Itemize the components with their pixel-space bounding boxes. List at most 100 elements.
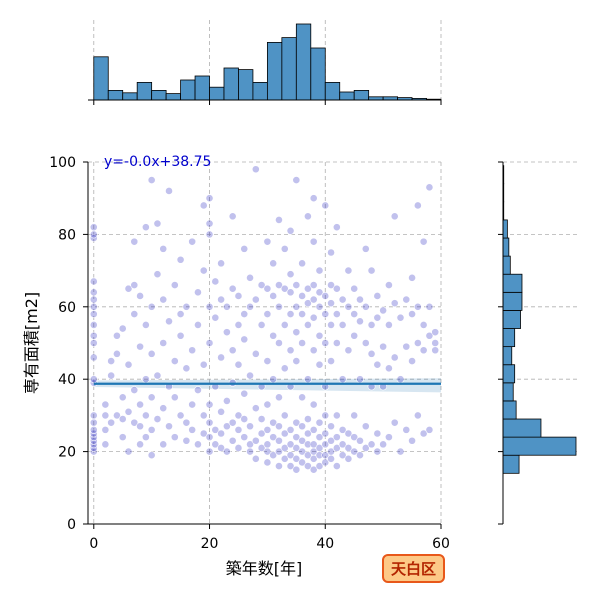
scatter-point — [269, 451, 278, 460]
scatter-point — [101, 440, 110, 449]
scatter-point — [165, 187, 173, 195]
scatter-point — [269, 375, 278, 384]
scatter-point — [182, 302, 191, 311]
scatter-point — [309, 237, 318, 246]
scatter-point — [350, 433, 359, 442]
scatter-point — [246, 440, 254, 449]
scatter-point — [269, 433, 278, 442]
scatter-point — [379, 440, 388, 449]
scatter-point — [425, 425, 434, 434]
scatter-point — [251, 165, 260, 174]
x-hist-bar — [281, 37, 297, 101]
scatter-point — [211, 440, 220, 449]
scatter-point — [228, 284, 237, 293]
scatter-point — [286, 226, 295, 235]
scatter-point — [390, 418, 399, 427]
scatter-point — [124, 360, 133, 369]
area-badge-label: 天白区 — [391, 560, 436, 578]
scatter-point — [257, 281, 266, 289]
scatter-point — [413, 411, 422, 420]
scatter-point — [385, 364, 393, 373]
scatter-point — [124, 407, 133, 416]
scatter-point — [327, 299, 335, 308]
scatter-point — [194, 386, 202, 394]
scatter-point — [176, 411, 185, 420]
scatter-point — [107, 418, 116, 427]
scatter-point — [130, 386, 139, 394]
scatter-point — [251, 404, 260, 413]
scatter-point — [396, 447, 405, 456]
y-marginal-histogram — [498, 161, 580, 525]
scatter-point — [147, 451, 156, 460]
x-hist-bar — [310, 47, 326, 101]
scatter-point — [170, 433, 179, 442]
scatter-point — [321, 201, 330, 210]
scatter-point — [257, 444, 266, 452]
scatter-point — [89, 353, 98, 362]
scatter-point — [147, 425, 156, 434]
y-tick-label: 80 — [58, 227, 76, 243]
scatter-point — [344, 444, 353, 452]
scatter-point — [101, 425, 110, 434]
scatter-point — [205, 433, 214, 442]
scatter-point — [361, 339, 370, 347]
scatter-point — [89, 339, 98, 347]
scatter-point — [153, 371, 162, 380]
regression-ci-band — [93, 378, 441, 393]
scatter-points — [89, 165, 440, 474]
scatter-point — [431, 346, 440, 355]
scatter-point — [280, 429, 289, 438]
scatter-point — [205, 219, 214, 228]
scatter-point — [327, 454, 335, 463]
scatter-point — [373, 429, 382, 438]
scatter-point — [309, 400, 318, 409]
scatter-point — [153, 219, 162, 228]
scatter-point — [211, 313, 220, 322]
scatter-point — [205, 194, 214, 203]
scatter-point — [263, 284, 272, 293]
scatter-point — [165, 317, 173, 326]
regression-confidence-band — [93, 378, 441, 393]
scatter-point — [309, 346, 318, 355]
scatter-point — [402, 295, 411, 304]
scatter-point — [304, 320, 312, 329]
x-hist-bar — [252, 82, 268, 101]
scatter-point — [396, 375, 405, 384]
x-hist-bar — [180, 79, 196, 101]
scatter-point — [402, 425, 411, 434]
scatter-point — [130, 237, 139, 246]
scatter-point — [130, 310, 139, 318]
x-hist-bar — [324, 82, 341, 101]
scatter-point — [263, 237, 272, 246]
x-tick-label: 40 — [316, 536, 334, 552]
scatter-point — [367, 320, 376, 329]
scatter-point — [234, 360, 243, 369]
scatter-point — [130, 418, 139, 427]
scatter-point — [344, 454, 353, 463]
scatter-point — [89, 277, 98, 286]
scatter-point — [107, 371, 116, 380]
y-hist-bar — [502, 310, 521, 329]
scatter-point — [373, 447, 382, 456]
scatter-point — [373, 360, 382, 369]
scatter-point — [89, 295, 98, 304]
scatter-point — [338, 295, 347, 304]
scatter-point — [240, 335, 249, 344]
scatter-point — [373, 292, 382, 300]
x-hist-bar — [339, 91, 355, 101]
scatter-point — [292, 281, 301, 289]
scatter-point — [419, 346, 428, 355]
scatter-point — [107, 357, 116, 365]
scatter-point — [304, 299, 312, 308]
y-axis-label: 専有面積[m2] — [22, 292, 41, 394]
scatter-point — [425, 331, 434, 340]
scatter-point — [240, 433, 249, 442]
scatter-point — [101, 411, 110, 420]
y-hist-bar — [502, 273, 523, 293]
scatter-point — [379, 342, 388, 351]
scatter-point — [361, 444, 370, 452]
scatter-point — [367, 266, 376, 275]
x-hist-bar — [295, 23, 312, 101]
scatter-point — [280, 320, 289, 329]
scatter-point — [89, 411, 98, 420]
